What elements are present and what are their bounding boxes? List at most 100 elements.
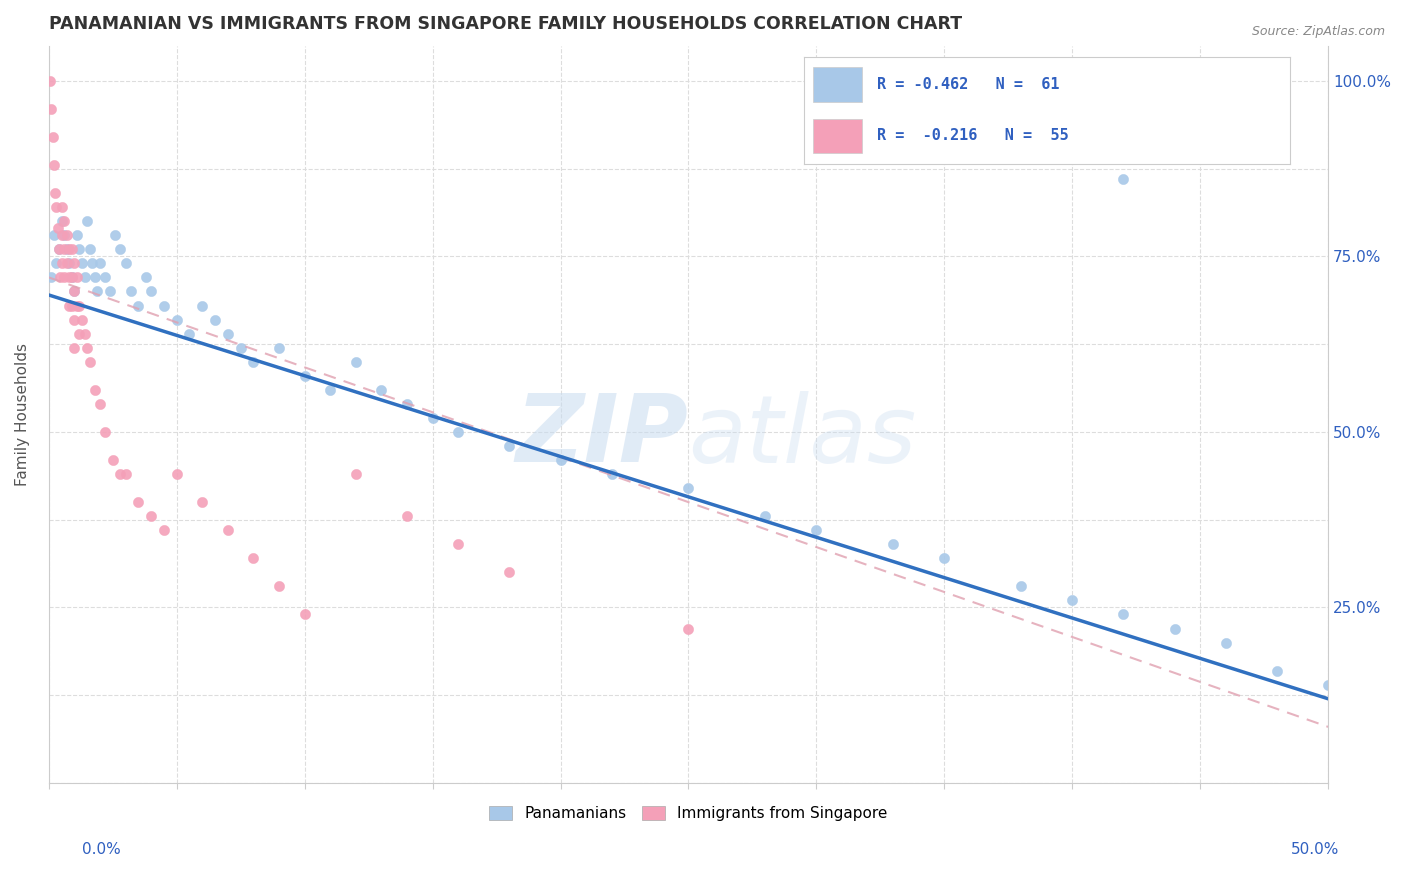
Point — [63, 285, 86, 299]
Point — [370, 383, 392, 397]
Point — [60, 243, 83, 257]
Point — [242, 354, 264, 368]
Text: 0.0%: 0.0% — [82, 842, 121, 856]
Point — [79, 243, 101, 257]
Point — [39, 270, 62, 285]
Point — [267, 579, 290, 593]
Point — [44, 186, 66, 201]
Point — [63, 256, 86, 270]
Point — [45, 200, 67, 214]
Point — [41, 130, 63, 145]
Point — [395, 397, 418, 411]
Point — [98, 285, 121, 299]
Point — [1215, 635, 1237, 649]
Point — [53, 214, 76, 228]
Point — [60, 270, 83, 285]
Point — [55, 243, 77, 257]
Point — [1010, 579, 1032, 593]
Point — [70, 312, 93, 326]
Point — [1112, 607, 1135, 622]
Point — [69, 298, 91, 312]
Point — [217, 523, 239, 537]
Point — [139, 509, 162, 524]
Point — [58, 298, 80, 312]
Point — [42, 158, 65, 172]
Point — [191, 495, 214, 509]
Point — [191, 298, 214, 312]
Point — [204, 312, 226, 326]
Point — [678, 622, 700, 636]
Point — [94, 425, 117, 439]
Point — [53, 243, 76, 257]
Point — [66, 228, 89, 243]
Point — [135, 270, 157, 285]
Point — [60, 298, 83, 312]
Point — [498, 439, 520, 453]
Text: ZIP: ZIP — [516, 391, 689, 483]
Point — [66, 270, 89, 285]
Text: Source: ZipAtlas.com: Source: ZipAtlas.com — [1251, 25, 1385, 38]
Point — [69, 326, 91, 341]
Point — [166, 312, 188, 326]
Point — [45, 256, 67, 270]
Point — [48, 243, 70, 257]
Point — [60, 270, 83, 285]
Point — [110, 243, 132, 257]
Point — [179, 326, 201, 341]
Point — [217, 326, 239, 341]
Point — [1265, 664, 1288, 678]
Point — [51, 228, 73, 243]
Point — [46, 221, 69, 235]
Point — [395, 509, 418, 524]
Point — [48, 243, 70, 257]
Legend: Panamanians, Immigrants from Singapore: Panamanians, Immigrants from Singapore — [484, 800, 894, 827]
Point — [1112, 172, 1135, 186]
Point — [51, 214, 73, 228]
Point — [76, 214, 98, 228]
Point — [55, 256, 77, 270]
Point — [63, 285, 86, 299]
Point — [242, 551, 264, 566]
Text: 50.0%: 50.0% — [1291, 842, 1339, 856]
Point — [70, 256, 93, 270]
Point — [104, 228, 127, 243]
Point — [66, 298, 89, 312]
Point — [58, 256, 80, 270]
Point — [1062, 593, 1084, 607]
Point — [73, 326, 96, 341]
Point — [83, 383, 105, 397]
Point — [344, 467, 367, 481]
Point — [89, 256, 111, 270]
Point — [1317, 678, 1340, 692]
Point — [86, 285, 108, 299]
Point — [600, 467, 623, 481]
Point — [498, 566, 520, 580]
Point — [294, 607, 316, 622]
Point — [1163, 622, 1185, 636]
Point — [58, 270, 80, 285]
Point — [344, 354, 367, 368]
Point — [94, 270, 117, 285]
Point — [678, 481, 700, 495]
Point — [422, 410, 444, 425]
Point — [76, 341, 98, 355]
Point — [89, 397, 111, 411]
Point — [127, 495, 149, 509]
Point — [120, 285, 142, 299]
Point — [101, 453, 124, 467]
Point — [53, 270, 76, 285]
Point — [166, 467, 188, 481]
Text: PANAMANIAN VS IMMIGRANTS FROM SINGAPORE FAMILY HOUSEHOLDS CORRELATION CHART: PANAMANIAN VS IMMIGRANTS FROM SINGAPORE … — [49, 15, 962, 33]
Point — [49, 270, 72, 285]
Point — [73, 270, 96, 285]
Point — [55, 228, 77, 243]
Point — [110, 467, 132, 481]
Point — [319, 383, 342, 397]
Point — [42, 228, 65, 243]
Point — [754, 509, 776, 524]
Point — [51, 200, 73, 214]
Point — [69, 243, 91, 257]
Point — [63, 312, 86, 326]
Point — [806, 523, 828, 537]
Point — [53, 228, 76, 243]
